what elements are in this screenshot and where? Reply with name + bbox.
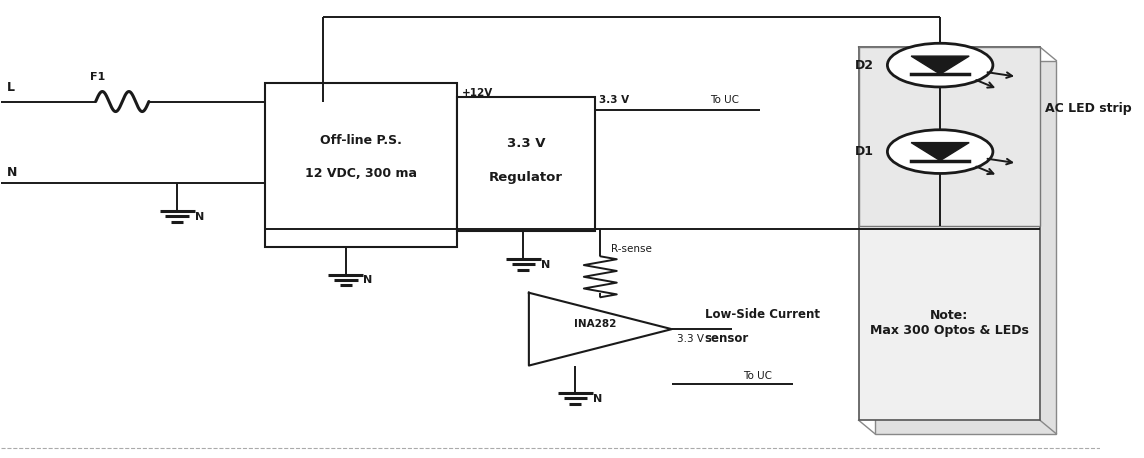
Text: L: L <box>272 84 280 97</box>
Text: N: N <box>364 275 373 285</box>
Text: INA282: INA282 <box>573 319 615 329</box>
Text: To UC: To UC <box>744 371 772 381</box>
Text: +12V: +12V <box>462 88 493 98</box>
Text: 3.3 V: 3.3 V <box>599 95 629 105</box>
Text: To UC: To UC <box>710 95 739 105</box>
Text: D2: D2 <box>856 59 874 71</box>
Bar <box>858 47 1040 226</box>
Text: D1: D1 <box>856 145 874 158</box>
Polygon shape <box>529 293 672 365</box>
Bar <box>858 47 1040 420</box>
Text: Low-Side Current: Low-Side Current <box>705 308 820 321</box>
Text: 12 VDC, 300 ma: 12 VDC, 300 ma <box>305 167 418 180</box>
Bar <box>875 60 1056 434</box>
Text: N: N <box>272 166 283 179</box>
Bar <box>458 97 595 231</box>
Text: Off-line P.S.: Off-line P.S. <box>320 134 403 147</box>
Text: N: N <box>541 260 550 269</box>
Text: N: N <box>7 166 17 179</box>
Text: N: N <box>194 212 204 222</box>
Text: 3.3 V: 3.3 V <box>507 137 546 151</box>
Polygon shape <box>911 142 969 161</box>
Polygon shape <box>911 56 969 74</box>
Text: Note:
Max 300 Optos & LEDs: Note: Max 300 Optos & LEDs <box>869 309 1028 337</box>
Text: AC LED strip: AC LED strip <box>1046 102 1133 115</box>
Circle shape <box>888 43 993 87</box>
Text: Regulator: Regulator <box>490 171 563 184</box>
Text: F1: F1 <box>90 71 105 82</box>
Bar <box>265 83 458 247</box>
Text: L: L <box>7 82 15 94</box>
Text: sensor: sensor <box>705 332 749 345</box>
Text: R-sense: R-sense <box>611 245 652 255</box>
Circle shape <box>888 130 993 174</box>
Text: N: N <box>593 394 602 404</box>
Text: 3.3 V: 3.3 V <box>677 334 705 344</box>
